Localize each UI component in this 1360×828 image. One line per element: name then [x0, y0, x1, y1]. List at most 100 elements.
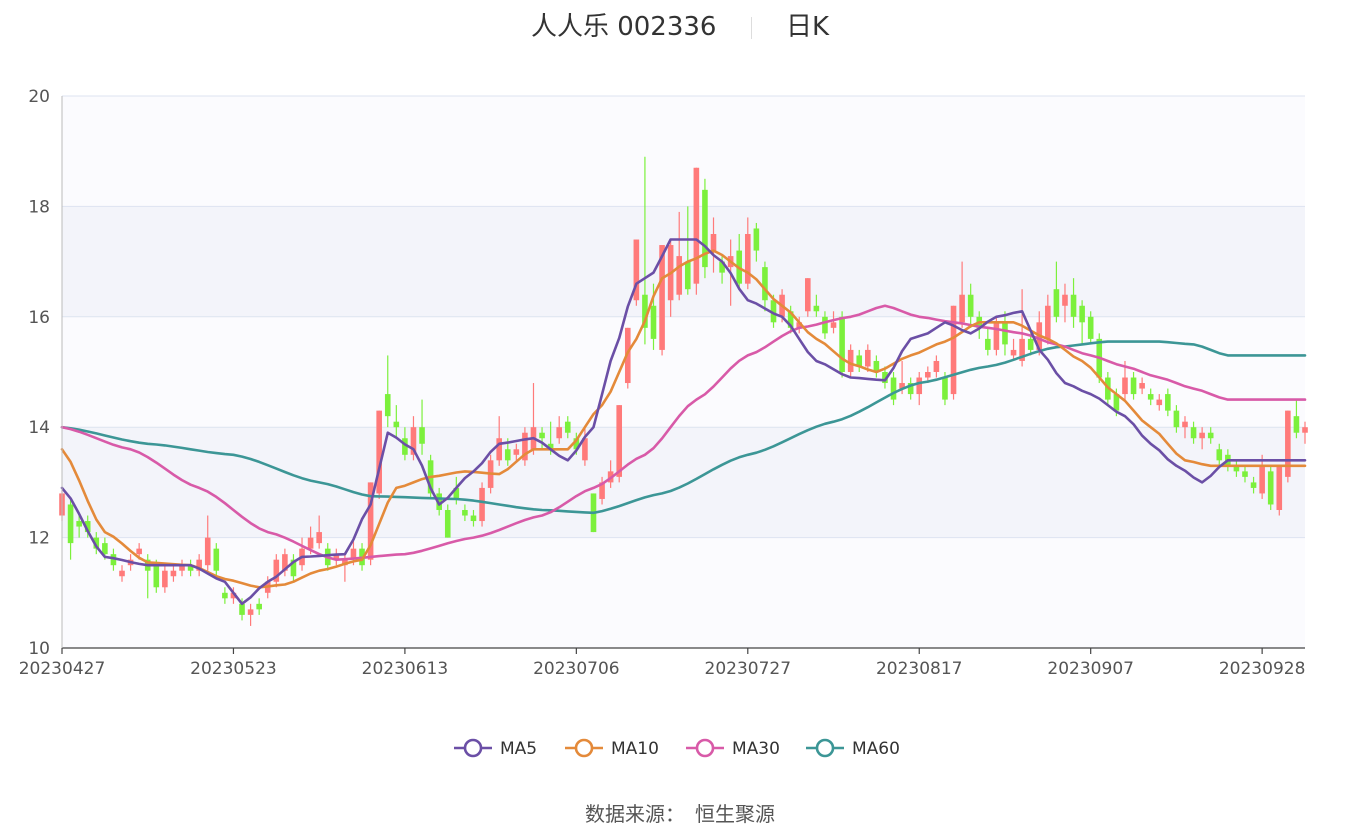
- candle-body: [153, 565, 160, 588]
- candle-body: [222, 592, 228, 599]
- candle-body: [213, 548, 220, 571]
- candle-body: [933, 360, 940, 372]
- candle-body: [1165, 394, 1171, 411]
- candle-body: [1027, 338, 1034, 350]
- candle-body: [1156, 399, 1163, 406]
- candle-body: [950, 305, 957, 395]
- candle-body: [702, 189, 708, 268]
- chart-title-text: 人人乐 002336: [530, 12, 717, 42]
- plot-area: [62, 96, 1305, 648]
- candle-body: [410, 427, 417, 455]
- candle-body: [676, 256, 683, 295]
- x-tick-label: 20230817: [876, 659, 963, 679]
- ma5-line: [60, 238, 1307, 606]
- candle-body: [230, 592, 237, 599]
- x-tick-label: 20230613: [362, 659, 449, 679]
- candle-body: [522, 432, 528, 461]
- candle-body: [273, 559, 280, 582]
- candle-body: [1190, 427, 1197, 439]
- candle-body: [599, 482, 605, 499]
- candle-body: [1062, 294, 1068, 306]
- chart-period-label: 日K: [786, 12, 830, 42]
- candle-body: [744, 234, 751, 284]
- candle-body: [393, 421, 400, 428]
- candle-body: [162, 570, 168, 588]
- candle-body: [1139, 383, 1145, 389]
- candle-body: [84, 521, 91, 533]
- legend-item-ma30[interactable]: MA30: [686, 738, 780, 759]
- candle-body: [1242, 471, 1248, 477]
- legend-label: MA30: [732, 739, 780, 759]
- candle-body: [1070, 294, 1077, 317]
- candle-body: [1019, 338, 1025, 361]
- ma10-line: [60, 249, 1307, 589]
- candle-body: [402, 438, 408, 455]
- candle-body: [942, 377, 948, 400]
- candle-body: [684, 261, 691, 290]
- y-tick-label: 20: [28, 87, 50, 107]
- candle-body: [916, 377, 923, 395]
- y-tick-label: 10: [28, 639, 50, 659]
- candle-body: [1002, 322, 1008, 345]
- candle-body: [813, 305, 820, 312]
- candle-body: [564, 421, 571, 433]
- x-tick-label: 20230928: [1219, 659, 1306, 679]
- legend-marker: [463, 738, 483, 758]
- candle-body: [865, 349, 871, 367]
- legend-item-ma60[interactable]: MA60: [806, 738, 900, 759]
- candle-body: [1276, 465, 1283, 510]
- candle-body: [1285, 410, 1291, 477]
- candle-body: [1010, 349, 1017, 356]
- y-tick-label: 18: [28, 197, 50, 217]
- candle-body: [650, 305, 657, 339]
- grid-band: [62, 427, 1305, 538]
- candle-body: [513, 449, 520, 455]
- x-tick-label: 20230727: [705, 659, 792, 679]
- axes: 10 12 14 16 18 20 20230427 20230523 20230613 2023…: [19, 87, 1306, 679]
- candle-body: [333, 554, 340, 560]
- candle-body: [642, 294, 648, 328]
- candle-body: [256, 603, 262, 610]
- source-label: 数据来源：: [585, 802, 685, 826]
- candle-body: [839, 316, 845, 372]
- candle-body: [384, 394, 391, 417]
- candle-body: [539, 432, 545, 439]
- candle-body: [1259, 465, 1265, 494]
- candle-body: [830, 322, 837, 328]
- candle-body: [119, 570, 125, 577]
- candle-body: [239, 603, 245, 615]
- candle-body: [856, 355, 863, 367]
- legend-marker: [695, 738, 715, 758]
- y-tick-label: 16: [28, 308, 50, 328]
- candle-body: [67, 504, 74, 544]
- candle-body: [479, 487, 485, 522]
- candle-body: [179, 565, 185, 571]
- legend-label: MA10: [611, 739, 659, 759]
- y-tick-label: 14: [28, 418, 50, 438]
- candle-body: [470, 515, 477, 522]
- candle-body: [1233, 465, 1240, 472]
- plot-background: [62, 96, 1305, 648]
- candle-body: [282, 554, 288, 571]
- candle-body: [693, 167, 700, 284]
- candle-body: [959, 294, 965, 323]
- candle-body: [453, 487, 460, 499]
- candle-body: [616, 405, 623, 477]
- chart-title: 人人乐 002336 日K: [0, 6, 1360, 43]
- candle-body: [993, 322, 1000, 350]
- legend-item-ma5[interactable]: MA5: [454, 738, 537, 759]
- source-value: 恒生聚源: [695, 802, 775, 826]
- candle-body: [847, 349, 854, 372]
- candle-body: [196, 559, 202, 571]
- legend-item-ma10[interactable]: MA10: [565, 738, 659, 759]
- x-tick-label: 20230706: [533, 659, 620, 679]
- candle-body: [504, 449, 511, 461]
- candle-body: [899, 383, 905, 389]
- candle-body: [822, 316, 828, 334]
- candle-body: [1147, 394, 1154, 400]
- candle-body: [907, 383, 914, 395]
- candle-body: [719, 261, 725, 273]
- candle-body: [307, 537, 314, 549]
- legend[interactable]: MA5 MA10 MA30 MA60: [454, 738, 900, 759]
- candle-body: [556, 427, 562, 439]
